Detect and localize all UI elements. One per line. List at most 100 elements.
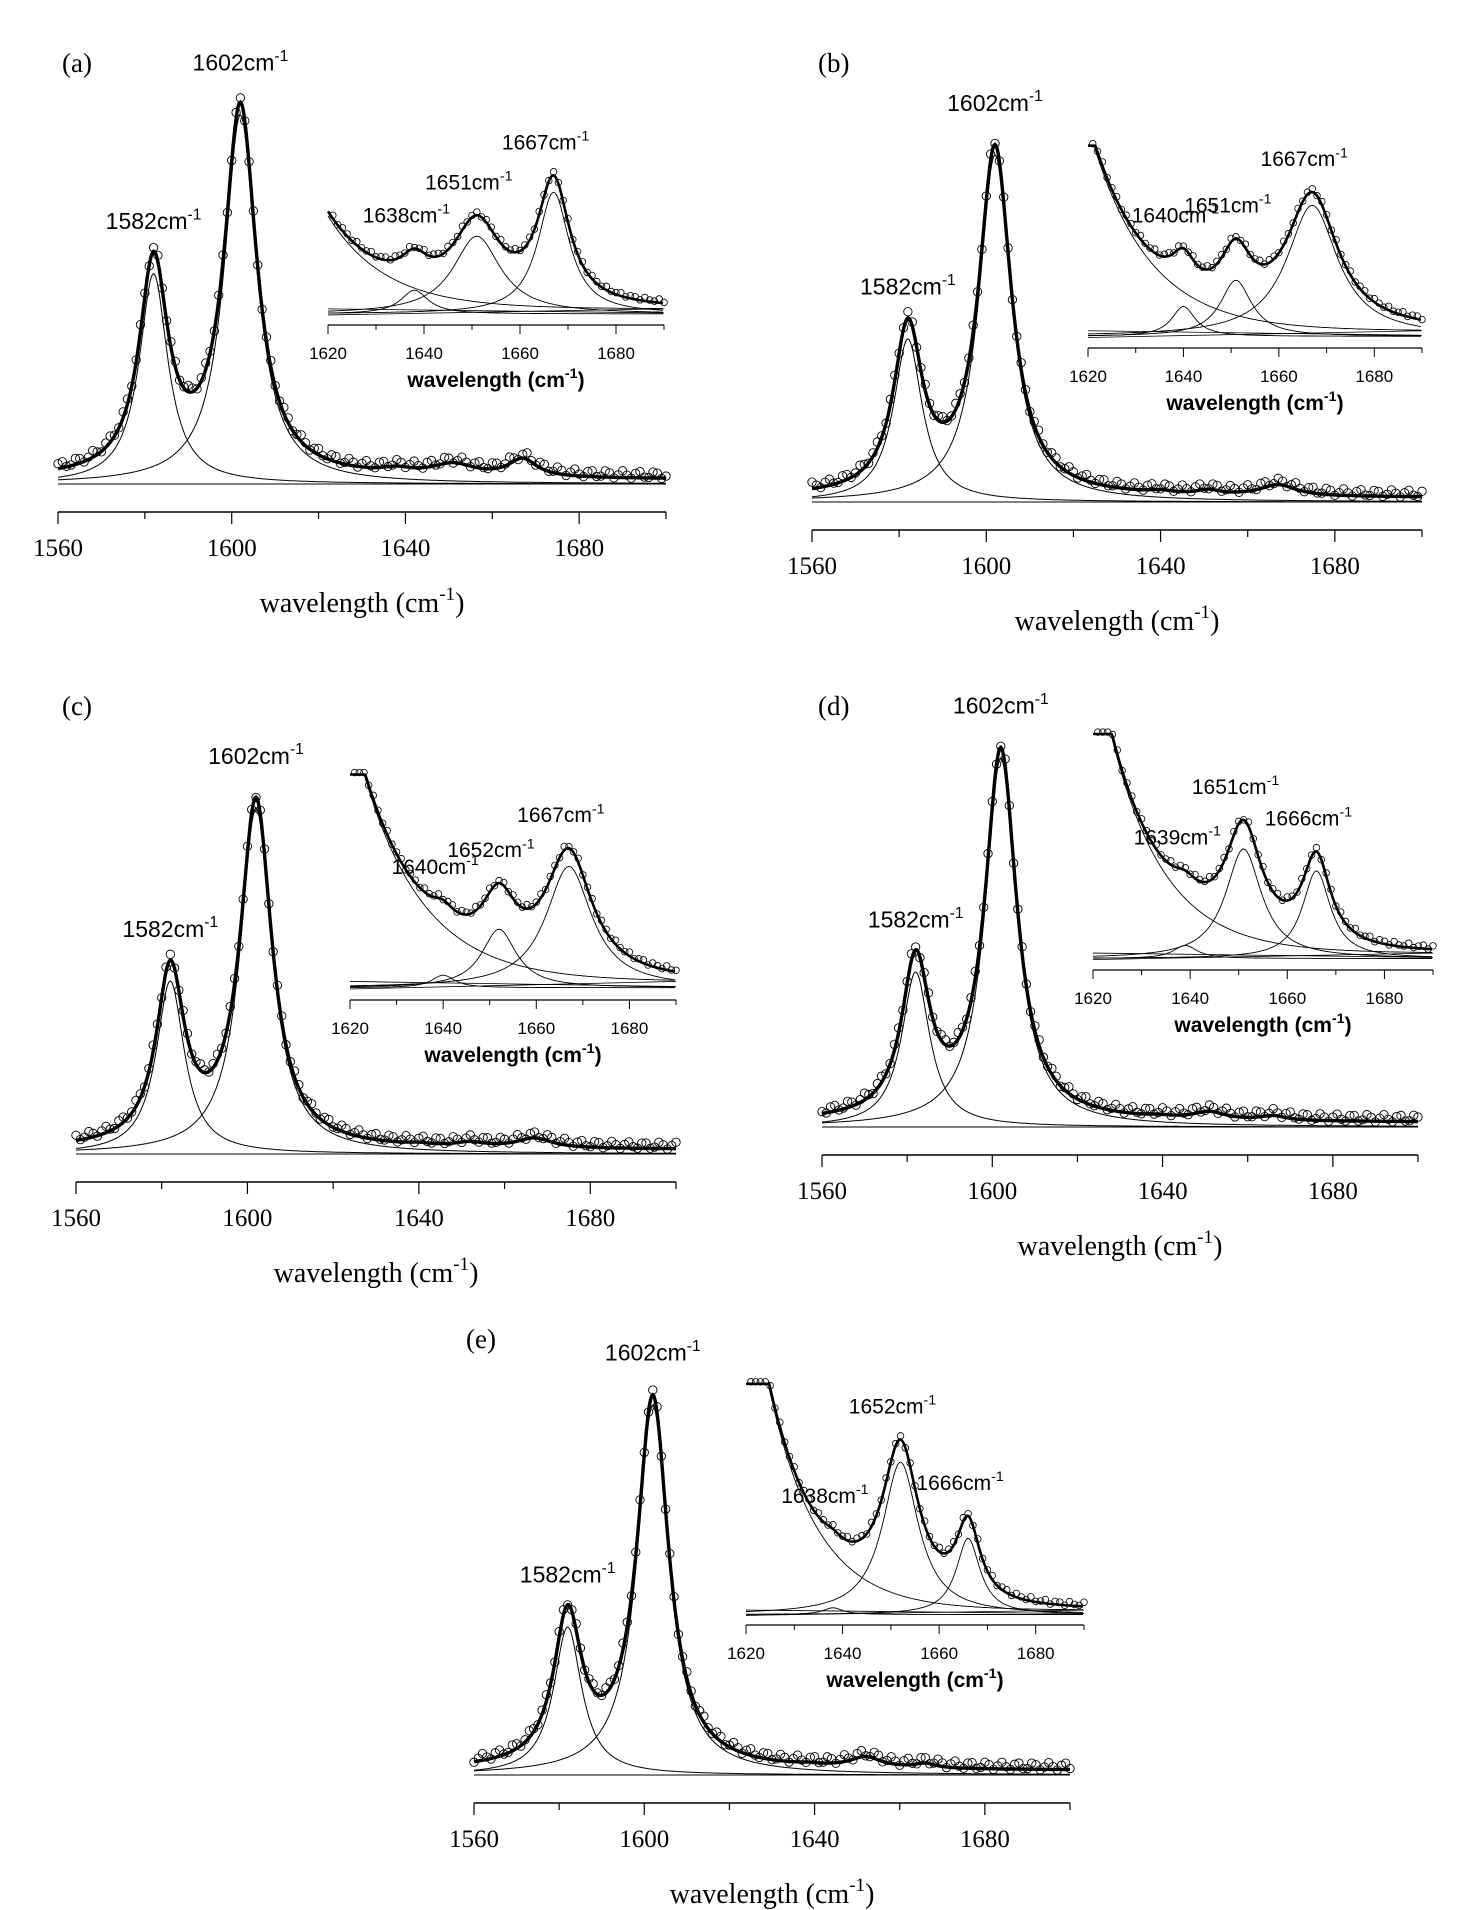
data-point <box>1073 473 1083 483</box>
data-point <box>916 362 926 373</box>
data-point <box>225 1001 235 1012</box>
inset-data-point <box>1186 870 1194 878</box>
data-point <box>221 1028 231 1038</box>
inset-data-point <box>925 1532 934 1541</box>
data-point <box>985 149 996 159</box>
data-point <box>842 1096 853 1107</box>
inset-data-point <box>1413 312 1421 320</box>
data-point <box>439 1138 450 1149</box>
data-point <box>763 1748 773 1759</box>
fit-curve <box>811 142 1422 499</box>
inset-data-point <box>940 1549 948 1557</box>
inset-data-point <box>1346 924 1355 932</box>
inset-component-1651 <box>1092 848 1432 958</box>
data-point <box>244 157 254 167</box>
data-point <box>70 453 81 463</box>
data-point <box>954 1761 964 1771</box>
panel-label: (c) <box>62 691 92 721</box>
inset-data-point <box>506 246 515 254</box>
data-point <box>524 1726 534 1736</box>
data-point <box>135 319 146 330</box>
inset-data-point <box>639 956 648 964</box>
data-point <box>1399 488 1410 498</box>
inset-data-point <box>525 233 534 241</box>
inset-data-point <box>588 271 596 280</box>
data-point <box>673 1629 683 1639</box>
data-point <box>1142 480 1153 490</box>
inset-data-point <box>607 934 615 943</box>
data-point <box>933 411 944 421</box>
data-point <box>923 988 934 998</box>
data-point <box>1187 1104 1198 1114</box>
inset-tick-label: 1620 <box>727 1644 765 1663</box>
data-point <box>1400 1116 1410 1126</box>
inset-baseline <box>349 981 677 990</box>
inset-data-point <box>468 211 476 220</box>
data-point <box>940 1035 951 1045</box>
data-point <box>994 156 1005 166</box>
inset-data-point <box>644 961 652 969</box>
data-point <box>195 1059 205 1069</box>
data-point <box>1021 979 1031 989</box>
data-point <box>868 1088 878 1099</box>
data-point <box>157 283 167 293</box>
inset-data-point <box>1419 941 1427 949</box>
inset-data-point <box>397 854 405 863</box>
data-point <box>1068 467 1079 477</box>
inset-data-point <box>1080 1598 1088 1606</box>
inset-data-point <box>1399 308 1407 316</box>
inset-baseline <box>745 1609 1085 1616</box>
data-point <box>431 460 441 470</box>
data-point <box>1304 482 1314 493</box>
inset-data-point <box>1189 252 1197 260</box>
inset-data-point <box>935 1543 943 1552</box>
inset-data-point <box>463 218 471 226</box>
data-point <box>422 1136 433 1147</box>
x-tick-label: 1680 <box>1308 1178 1358 1205</box>
inset-data-point <box>1174 242 1183 250</box>
inset-data-point <box>540 191 548 199</box>
inset-data-point <box>1380 937 1389 945</box>
data-point <box>850 468 861 478</box>
data-point <box>1010 1759 1020 1769</box>
data-point <box>174 985 184 995</box>
data-point <box>814 1757 824 1768</box>
inset-data-point <box>367 247 375 256</box>
inset-data-point <box>439 895 447 904</box>
inset-data-point <box>1167 857 1175 865</box>
data-point <box>1298 1109 1308 1119</box>
inset-data-point <box>495 876 503 885</box>
inset-tick-label: 1640 <box>405 344 443 363</box>
inset-data-point <box>555 854 564 862</box>
data-point <box>214 290 224 300</box>
data-point <box>990 138 1000 149</box>
inset-data-point <box>1246 250 1254 259</box>
data-point <box>1103 481 1113 491</box>
peak-label-1602: 1602cm-1 <box>208 741 304 769</box>
data-point <box>682 1667 692 1677</box>
inset-tick-label: 1680 <box>1366 989 1404 1008</box>
inset-data-point <box>901 1444 910 1452</box>
inset-data-point <box>1141 239 1149 248</box>
inset-data-point <box>1337 250 1345 259</box>
data-point <box>1286 480 1296 490</box>
inset-data-point <box>518 903 527 911</box>
data-point <box>1289 1113 1300 1123</box>
inset-data-point <box>1225 845 1233 853</box>
data-point <box>212 1049 223 1059</box>
inset-tick-label: 1680 <box>1355 367 1393 386</box>
data-point <box>217 1043 227 1053</box>
data-point <box>283 413 293 423</box>
inset-data-point <box>372 253 380 261</box>
data-point <box>833 477 843 488</box>
data-point <box>1409 1110 1419 1120</box>
inset-data-point <box>1395 941 1403 949</box>
data-point <box>987 796 997 807</box>
data-point <box>109 1123 120 1134</box>
inset: 1620 1640 1660 1680 wavelength (cm-1) 1638cm-… <box>309 129 668 392</box>
x-axis-label: wavelength (cm-1) <box>274 1254 479 1289</box>
data-point <box>863 458 874 468</box>
inset-data-point <box>476 901 485 909</box>
inset-component-1667 <box>350 866 676 987</box>
panel-label: (a) <box>62 48 92 78</box>
